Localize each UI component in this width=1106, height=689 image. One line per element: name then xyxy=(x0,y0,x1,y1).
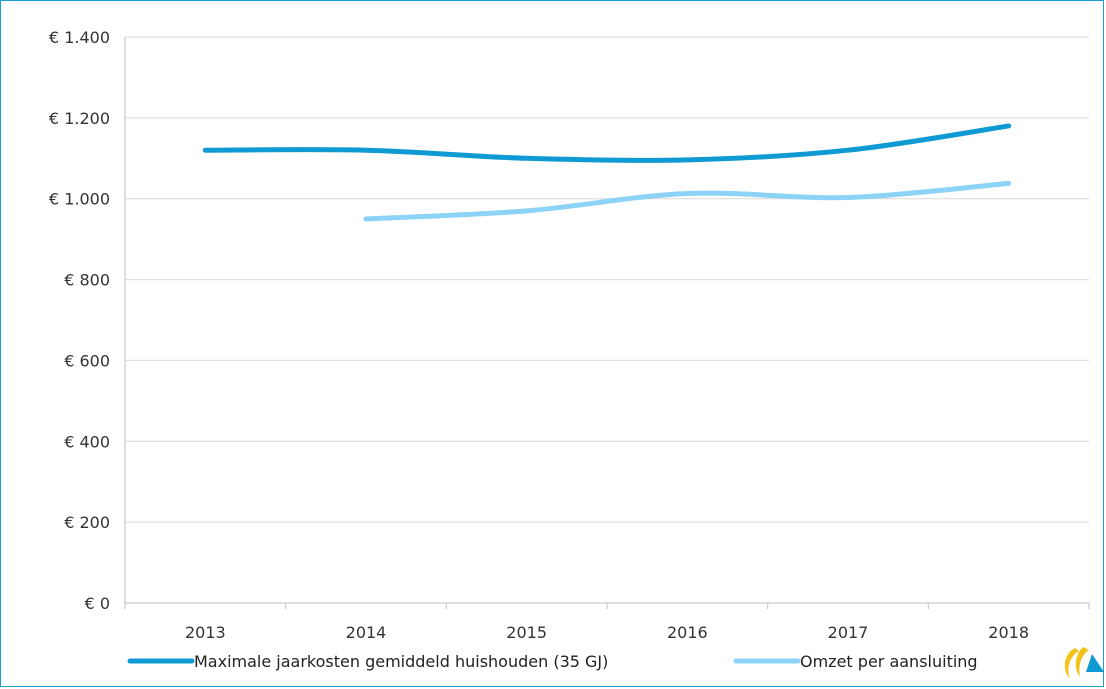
legend: Maximale jaarkosten gemiddeld huishouden… xyxy=(127,652,978,671)
x-tick-label: 2018 xyxy=(988,623,1029,642)
y-axis-tick-labels: € 0 € 200 € 400 € 600 € 800 € 1.000 € 1.200 € 1… xyxy=(49,28,110,613)
y-tick-label: € 0 xyxy=(85,594,110,613)
x-tick-label: 2015 xyxy=(506,623,547,642)
axes xyxy=(124,37,1090,609)
x-axis-tick-labels: 2013 2014 2015 2016 2017 2018 xyxy=(185,623,1029,642)
y-tick-label: € 200 xyxy=(64,513,110,532)
x-tick-label: 2013 xyxy=(185,623,226,642)
y-tick-label: € 600 xyxy=(64,351,110,370)
series-lines xyxy=(202,123,1012,222)
legend-label-series-2: Omzet per aansluiting xyxy=(800,652,978,671)
regulator-logo-icon xyxy=(1064,647,1104,678)
x-tick-label: 2016 xyxy=(667,623,708,642)
y-tick-label: € 800 xyxy=(64,271,110,290)
series-line-2 xyxy=(363,180,1012,222)
y-tick-label: € 1.000 xyxy=(49,190,110,209)
x-tick-label: 2017 xyxy=(828,623,869,642)
series-line-1 xyxy=(202,123,1012,163)
legend-label-series-1: Maximale jaarkosten gemiddeld huishouden… xyxy=(194,652,608,671)
gridlines xyxy=(125,36,1089,523)
y-tick-label: € 1.200 xyxy=(49,109,110,128)
x-tick-label: 2014 xyxy=(346,623,387,642)
y-tick-label: € 1.400 xyxy=(49,28,110,47)
y-tick-label: € 400 xyxy=(64,432,110,451)
